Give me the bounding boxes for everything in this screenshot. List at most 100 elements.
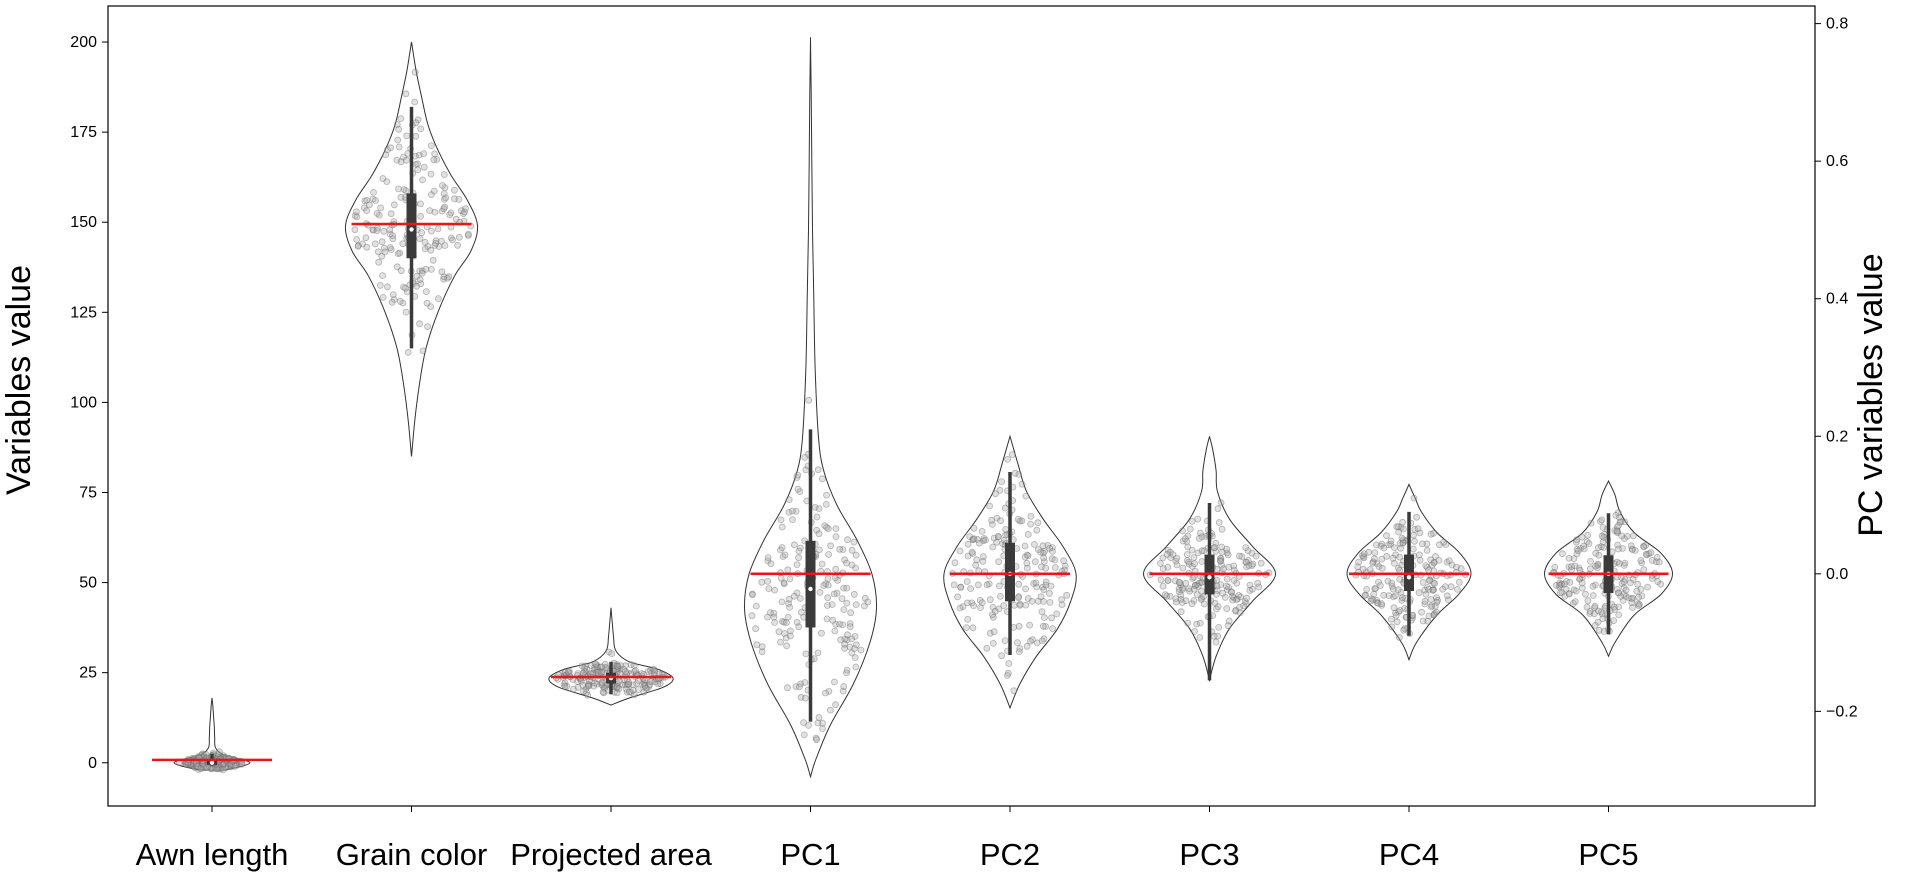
data-point [431,241,439,249]
data-point [231,762,239,770]
data-point [351,212,359,220]
data-point [779,553,787,560]
data-point [1395,528,1403,536]
data-point [1560,580,1568,588]
data-point [1635,593,1642,601]
data-point [1392,592,1399,600]
data-point [1248,562,1256,569]
data-point [1400,626,1408,634]
data-point [379,175,387,182]
data-point [1164,547,1172,554]
data-point [775,628,783,636]
data-point [1001,504,1009,512]
data-point [1022,492,1030,500]
data-point [801,694,809,702]
data-point [782,634,790,642]
data-point [1397,524,1405,531]
data-point [1031,558,1039,566]
data-point [795,554,802,562]
data-point [396,249,404,257]
data-point [363,207,371,215]
data-point [821,522,829,529]
data-point [1396,540,1404,547]
data-point [950,581,958,589]
data-point [841,635,849,643]
data-point [1577,545,1585,552]
violin-2 [548,607,674,706]
data-point [427,227,435,235]
data-point [861,602,868,610]
data-point [1212,638,1220,646]
data-point [1616,518,1624,526]
data-point [419,176,427,184]
data-point [1233,579,1241,587]
data-point [1648,557,1656,564]
data-point [1042,581,1050,589]
data-point [1220,565,1227,573]
data-point [585,680,592,688]
data-point [1615,545,1622,553]
data-point [1634,600,1642,608]
data-point [402,156,410,164]
data-point [1214,505,1222,513]
data-point [797,693,805,701]
data-point [394,136,402,144]
data-point [1594,618,1602,626]
data-point [752,625,760,633]
data-point [852,663,860,671]
data-point [1369,559,1377,567]
data-point [797,680,805,688]
data-point [839,621,846,629]
data-point [1423,540,1431,548]
data-point [748,612,756,620]
data-point [970,535,978,543]
data-point [1181,535,1189,542]
data-point [1594,560,1602,568]
data-point [621,681,629,689]
data-point [1628,599,1636,607]
data-point [1197,596,1205,603]
data-point [1629,575,1637,583]
data-point [822,689,829,697]
data-point [1046,599,1054,606]
data-point [1573,536,1581,544]
data-point [989,521,996,528]
data-point [997,593,1004,600]
data-point [581,664,588,672]
data-point [1164,563,1172,571]
data-point [1614,527,1621,535]
data-point [793,589,801,597]
data-point [969,550,977,557]
data-point [994,533,1002,540]
data-point [1565,563,1573,571]
data-point [1215,519,1223,526]
data-point [954,593,961,601]
data-point [1373,560,1381,567]
data-point [789,516,796,523]
data-point [457,207,465,215]
data-point [832,621,840,628]
data-point [779,618,786,625]
data-point [969,624,977,632]
violin-layer [173,37,1674,779]
data-point [441,242,449,249]
data-point [1016,601,1024,609]
data-point [584,682,592,690]
data-point [373,227,381,235]
data-point [972,561,980,569]
data-point [956,547,964,555]
data-point [995,605,1003,613]
data-point [832,565,840,573]
data-point [824,581,832,589]
data-point [848,561,856,569]
data-point [592,660,599,668]
data-point [993,514,1001,522]
data-point [215,764,223,771]
data-point [1225,617,1233,625]
data-point [813,526,821,534]
data-point [1433,594,1440,601]
data-point [1015,580,1023,588]
data-point [625,681,633,689]
data-point [1570,555,1578,562]
data-point [582,685,590,693]
